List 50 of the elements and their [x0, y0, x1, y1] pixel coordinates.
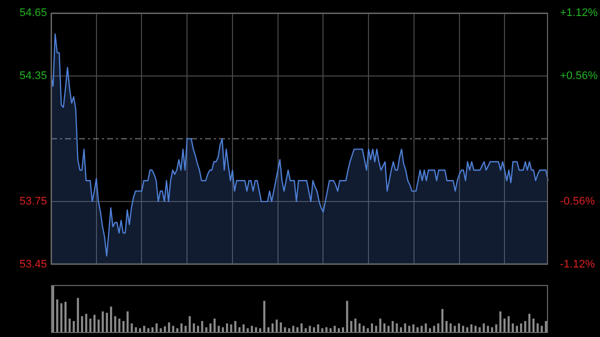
bar [350, 321, 352, 333]
bar [72, 321, 75, 333]
bar [89, 318, 92, 333]
bar [160, 328, 162, 333]
bar [81, 316, 84, 333]
bar [321, 328, 324, 333]
bar [68, 318, 71, 333]
y2-tick-label: +1.12% [560, 7, 598, 20]
bar [218, 326, 220, 333]
bar [56, 299, 58, 333]
bar [246, 328, 249, 333]
bar [524, 321, 526, 333]
bar [346, 300, 348, 333]
bar [408, 326, 410, 333]
bar [114, 316, 116, 333]
bar [495, 324, 498, 333]
bar [52, 285, 54, 333]
bar [76, 298, 79, 333]
bar [532, 318, 535, 333]
bar [354, 318, 356, 333]
bar [118, 318, 120, 333]
bar [503, 318, 506, 333]
bar [188, 316, 191, 333]
bar [98, 320, 100, 333]
bar [263, 300, 266, 333]
bar [276, 320, 278, 333]
bar [85, 314, 88, 333]
bar [102, 311, 104, 333]
y-tick-label: 53.45 [19, 258, 47, 270]
y-tick-label: 54.65 [19, 7, 47, 20]
bar [441, 309, 444, 333]
bar [60, 303, 62, 333]
y-tick-label: 53.75 [19, 196, 47, 208]
bar [93, 314, 96, 333]
bar [214, 318, 216, 333]
bar [64, 302, 67, 333]
bar [126, 311, 129, 333]
bar [379, 318, 382, 333]
y2-tick-label: +0.56% [560, 70, 598, 82]
bar [437, 323, 440, 333]
bar [466, 327, 468, 333]
bar [130, 323, 133, 333]
y2-tick-label: -1.12% [560, 258, 596, 270]
bar [110, 306, 112, 333]
bar [528, 314, 530, 333]
y2-tick-label: -0.56% [560, 196, 596, 208]
bar [508, 316, 510, 333]
y-tick-label: 54.35 [19, 70, 47, 82]
bar [499, 311, 502, 333]
bar [106, 312, 108, 333]
